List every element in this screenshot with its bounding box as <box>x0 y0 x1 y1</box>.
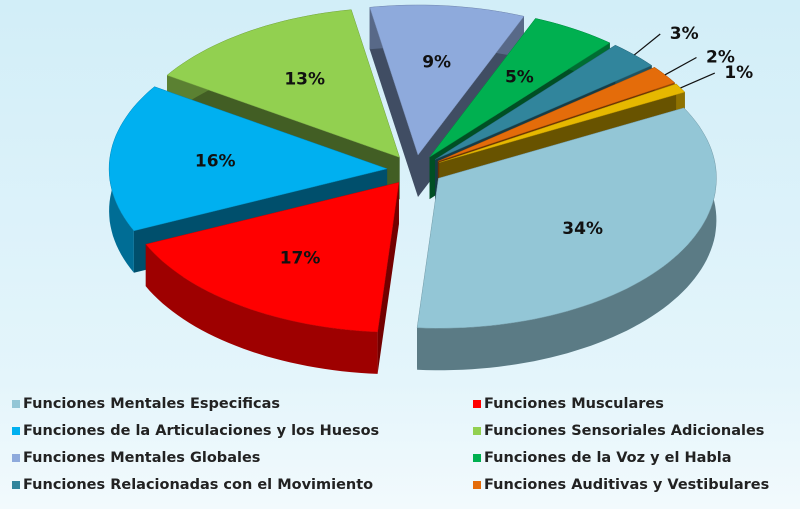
leader-line <box>664 57 697 76</box>
slice-label: 5% <box>505 68 534 88</box>
legend-swatch <box>473 427 481 435</box>
legend-swatch <box>473 454 481 462</box>
legend-swatch <box>12 400 20 408</box>
legend-swatch <box>12 481 20 489</box>
slice-wall <box>145 244 378 374</box>
legend-label: Funciones Musculares <box>484 396 664 412</box>
leader-line <box>633 33 661 56</box>
slice-label: 17% <box>280 249 321 269</box>
legend-label: Funciones Mentales Especificas <box>23 396 280 412</box>
legend-label: Funciones de la Articulaciones y los Hue… <box>23 423 379 439</box>
slice-side <box>369 7 418 197</box>
legend-swatch <box>473 400 481 408</box>
leader-line <box>680 72 716 89</box>
slice <box>108 86 388 232</box>
legend-label: Funciones Mentales Globales <box>23 450 260 466</box>
slice <box>429 18 611 158</box>
slice-wall <box>417 107 717 371</box>
slice <box>166 9 400 158</box>
slice-label: 16% <box>195 152 236 172</box>
slice-label: 34% <box>562 219 603 239</box>
legend-swatch <box>12 427 20 435</box>
legend-label: Funciones Relacionadas con el Movimiento <box>23 477 373 493</box>
legend-label: Funciones Auditivas y Vestibulares <box>484 477 769 493</box>
slice-label: 2% <box>706 48 735 68</box>
slice <box>437 67 676 162</box>
slice <box>369 4 525 156</box>
legend-swatch <box>473 481 481 489</box>
slice-label: 13% <box>284 70 325 90</box>
slice-side <box>377 182 399 374</box>
slice-label: 3% <box>670 24 699 44</box>
slice <box>145 182 400 333</box>
legend-label: Funciones Sensoriales Adicionales <box>484 423 764 439</box>
legend-swatch <box>12 454 20 462</box>
slice <box>416 107 717 329</box>
slice-label: 9% <box>422 53 451 73</box>
slice-label: 1% <box>724 63 753 83</box>
legend-label: Funciones de la Voz y el Habla <box>484 450 732 466</box>
slice <box>439 83 686 163</box>
